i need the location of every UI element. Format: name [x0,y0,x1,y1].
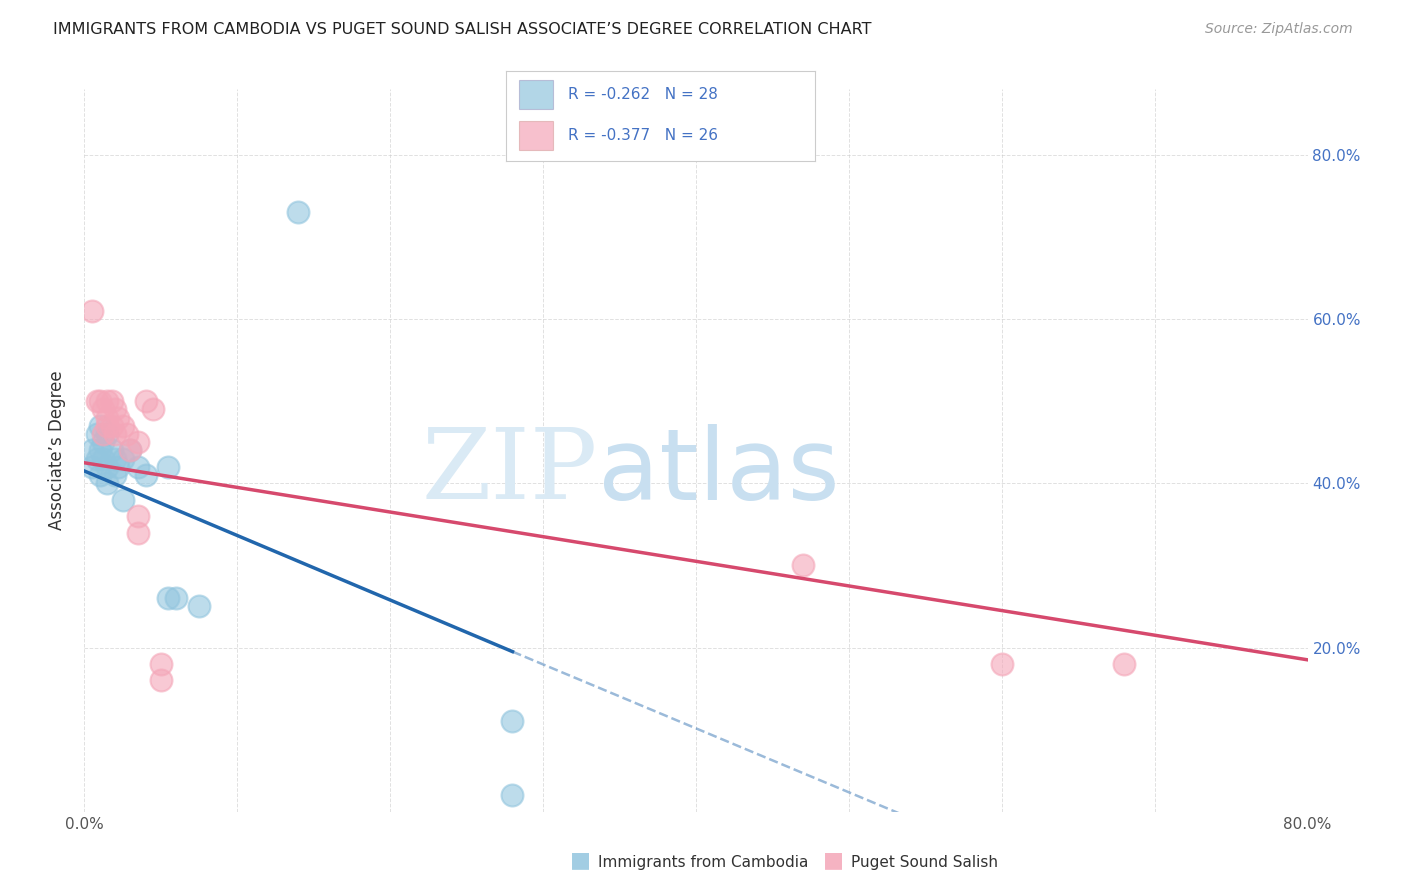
Point [96,476,118,491]
Point [101,443,124,458]
Point [91,427,114,442]
Point [86,427,108,442]
Point [115,427,138,442]
Point [165,591,187,606]
Point [91,435,114,450]
Point [101,394,124,409]
Point [91,451,114,466]
Point [101,418,124,433]
Point [792,558,814,573]
Text: ■: ■ [569,850,591,870]
Point [104,451,127,466]
Point [86,451,108,466]
Text: Puget Sound Salish: Puget Sound Salish [851,855,998,870]
Point [111,418,134,433]
Point [89,394,111,409]
Point [135,468,157,483]
Point [80,459,103,474]
Point [991,657,1014,671]
Text: R = -0.377   N = 26: R = -0.377 N = 26 [568,128,718,143]
Bar [519,80,553,109]
Point [96,418,118,433]
Point [127,509,149,524]
Point [127,435,149,450]
Text: ZIP: ZIP [422,425,598,520]
Point [104,468,127,483]
Point [80,443,103,458]
Point [91,402,114,417]
Text: Immigrants from Cambodia: Immigrants from Cambodia [598,855,808,870]
Text: IMMIGRANTS FROM CAMBODIA VS PUGET SOUND SALISH ASSOCIATE’S DEGREE CORRELATION CH: IMMIGRANTS FROM CAMBODIA VS PUGET SOUND … [53,22,872,37]
Point [1114,657,1136,671]
Point [120,443,142,458]
Point [89,468,111,483]
Point [502,714,524,729]
Point [135,394,157,409]
Text: R = -0.262   N = 28: R = -0.262 N = 28 [568,87,718,102]
Point [96,394,118,409]
Point [96,427,118,442]
Point [104,402,127,417]
Point [149,673,172,688]
Point [96,459,118,474]
Point [157,591,180,606]
Point [104,427,127,442]
Text: atlas: atlas [598,424,839,521]
Bar [519,121,553,150]
Point [107,459,129,474]
Text: ■: ■ [823,850,844,870]
Point [107,410,129,425]
Point [502,789,524,803]
Point [287,205,309,219]
Text: Source: ZipAtlas.com: Source: ZipAtlas.com [1205,22,1353,37]
Point [111,492,134,507]
Point [127,525,149,540]
Point [86,394,108,409]
Point [127,459,149,474]
Point [80,304,103,318]
Point [157,459,180,474]
Point [149,657,172,671]
Point [96,410,118,425]
Y-axis label: Associate’s Degree: Associate’s Degree [48,371,66,530]
Point [111,451,134,466]
Point [89,418,111,433]
Point [89,443,111,458]
Point [120,443,142,458]
Point [142,402,165,417]
Point [188,599,211,614]
